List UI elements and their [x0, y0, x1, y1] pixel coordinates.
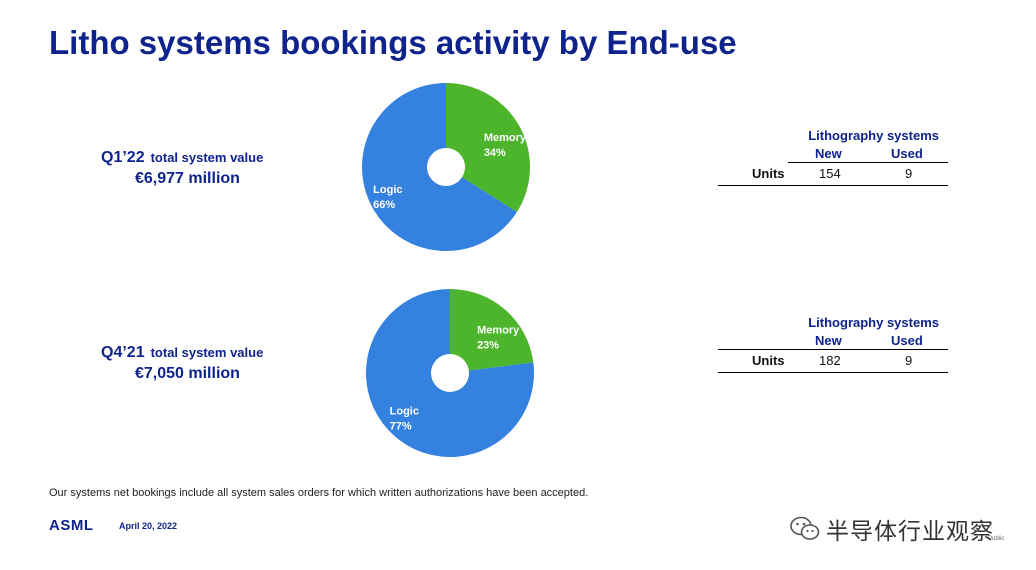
q1-22-units-table: Lithography systems New Used Units 154 9: [718, 128, 948, 186]
footnote: Our systems net bookings include all sys…: [49, 487, 589, 499]
table-row: Units 154 9: [718, 163, 948, 186]
row-label: Units: [752, 166, 785, 181]
slice-pct-logic: 66%: [373, 199, 395, 211]
metric-value: €6,977 million: [135, 170, 240, 187]
slice-label-memory: Memory: [477, 324, 520, 336]
slice-logic: [365, 289, 534, 457]
slice-pct-memory: 23%: [477, 339, 499, 351]
watermark-text: 半导体行业观察: [826, 518, 994, 544]
q1-22-summary: Q1’22 total system value €6,977 million: [101, 149, 263, 188]
q4-21-donut-chart: Memory 23% Logic 77%: [365, 289, 534, 457]
col-new-header: New: [815, 333, 842, 348]
used-units-value: 9: [905, 166, 913, 181]
metric-value: €7,050 million: [135, 365, 240, 382]
slice-label-logic: Logic: [390, 406, 419, 418]
asml-logo: ASML: [49, 517, 94, 534]
slice-memory: [446, 83, 530, 213]
metric-label: total system value: [150, 150, 264, 165]
footer-date: April 20, 2022: [119, 521, 178, 531]
col-new-header: New: [815, 146, 842, 161]
slice-pct-logic: 77%: [390, 421, 412, 433]
slice-label-memory: Memory: [484, 132, 527, 144]
wechat-icon: [790, 516, 820, 540]
new-units-value: 154: [819, 166, 841, 181]
slice-logic: [362, 83, 517, 252]
slice-label-logic: Logic: [373, 184, 402, 196]
metric-label: total system value: [150, 345, 264, 360]
col-used-header: Used: [891, 333, 923, 348]
table-heading: Lithography systems: [808, 315, 939, 330]
new-units-value: 182: [819, 353, 841, 368]
q1-22-donut-chart: Memory 34% Logic 66%: [362, 83, 530, 252]
col-used-header: Used: [891, 146, 923, 161]
watermark: 半导体行业观察: [790, 512, 994, 546]
quarter-label: Q4’21: [101, 344, 145, 361]
used-units-value: 9: [905, 353, 913, 368]
q4-21-summary: Q4’21 total system value €7,050 million: [101, 344, 263, 383]
slice-memory: [450, 289, 534, 371]
table-row: Units 182 9: [718, 350, 948, 373]
row-label: Units: [752, 353, 785, 368]
slice-pct-memory: 34%: [484, 147, 506, 159]
quarter-label: Q1’22: [101, 149, 145, 166]
classification-label: Public: [988, 536, 1005, 542]
q4-21-units-table: Lithography systems New Used Units 182 9: [718, 315, 948, 373]
table-heading: Lithography systems: [808, 128, 939, 143]
page-title: Litho systems bookings activity by End-u…: [49, 24, 737, 61]
